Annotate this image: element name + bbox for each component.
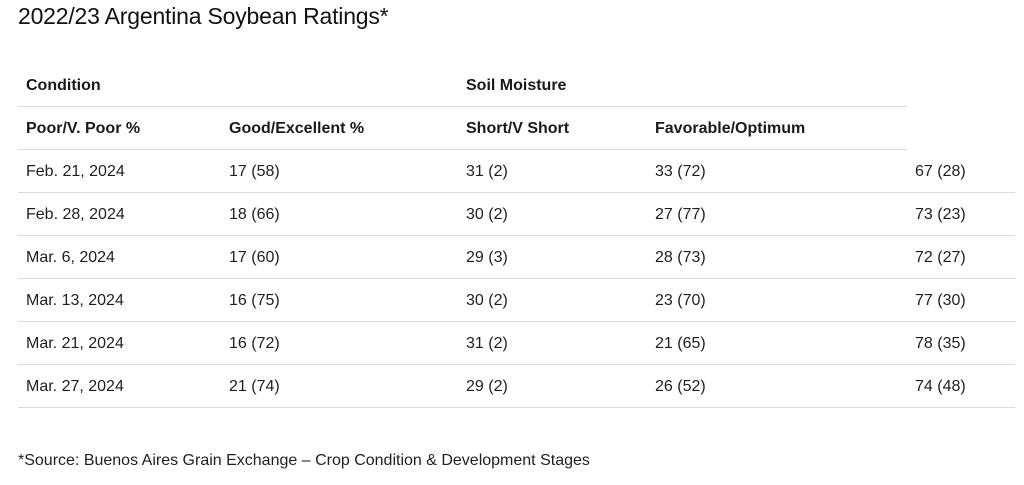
- row-value-cell: 18 (66): [229, 206, 280, 223]
- divider: [18, 192, 1015, 193]
- row-value-cell: 27 (77): [655, 206, 706, 223]
- group-header-row: Condition Soil Moisture: [18, 64, 1015, 107]
- row-date-cell: Feb. 28, 2024: [26, 206, 125, 223]
- row-value-cell: 67 (28): [915, 163, 966, 180]
- row-value-cell: 33 (72): [655, 163, 706, 180]
- row-value-cell: 16 (75): [229, 292, 280, 309]
- row-value-cell: 73 (23): [915, 206, 966, 223]
- table-row: Mar. 21, 2024 16 (72) 31 (2) 21 (65) 78 (35): [18, 322, 1015, 365]
- column-header: Good/Excellent %: [229, 120, 365, 137]
- row-value-cell: 72 (27): [915, 249, 966, 266]
- row-value-cell: 21 (65): [655, 335, 706, 352]
- row-value-cell: 17 (58): [229, 163, 280, 180]
- divider: [18, 278, 1015, 279]
- row-value-cell: 74 (48): [915, 378, 966, 395]
- row-value-cell: 31 (2): [466, 163, 508, 180]
- divider: [18, 106, 907, 107]
- row-value-cell: 77 (30): [915, 292, 966, 309]
- divider: [18, 235, 1015, 236]
- group-header-soil-moisture: Soil Moisture: [466, 77, 567, 94]
- divider: [18, 407, 1015, 408]
- row-date-cell: Mar. 13, 2024: [26, 292, 124, 309]
- row-value-cell: 21 (74): [229, 378, 280, 395]
- group-header-condition: Condition: [26, 77, 101, 94]
- divider: [18, 321, 1015, 322]
- row-value-cell: 26 (52): [655, 378, 706, 395]
- table-row: Mar. 6, 2024 17 (60) 29 (3) 28 (73) 72 (27): [18, 236, 1015, 279]
- row-date-cell: Feb. 21, 2024: [26, 163, 125, 180]
- row-value-cell: 28 (73): [655, 249, 706, 266]
- divider: [18, 364, 1015, 365]
- row-value-cell: 23 (70): [655, 292, 706, 309]
- row-value-cell: 29 (3): [466, 249, 508, 266]
- row-value-cell: 30 (2): [466, 292, 508, 309]
- column-header: Poor/V. Poor %: [26, 120, 141, 137]
- table-row: Mar. 27, 2024 21 (74) 29 (2) 26 (52) 74 (48): [18, 365, 1015, 408]
- column-header: Short/V Short: [466, 120, 570, 137]
- row-value-cell: 31 (2): [466, 335, 508, 352]
- column-header-row: Poor/V. Poor % Good/Excellent % Short/V …: [18, 107, 1015, 150]
- row-value-cell: 17 (60): [229, 249, 280, 266]
- row-value-cell: 29 (2): [466, 378, 508, 395]
- row-date-cell: Mar. 6, 2024: [26, 249, 115, 266]
- row-value-cell: 78 (35): [915, 335, 966, 352]
- table-body: Feb. 21, 2024 17 (58) 31 (2) 33 (72) 67 (28)…: [18, 150, 1015, 408]
- row-value-cell: 30 (2): [466, 206, 508, 223]
- table-row: Feb. 21, 2024 17 (58) 31 (2) 33 (72) 67 (28): [18, 150, 1015, 193]
- table-row: Feb. 28, 2024 18 (66) 30 (2) 27 (77) 73 (23): [18, 193, 1015, 236]
- row-date-cell: Mar. 21, 2024: [26, 335, 124, 352]
- source-note: *Source: Buenos Aires Grain Exchange – C…: [18, 452, 590, 469]
- page-title: 2022/23 Argentina Soybean Ratings*: [18, 3, 389, 29]
- table-row: Mar. 13, 2024 16 (75) 30 (2) 23 (70) 77 (30): [18, 279, 1015, 322]
- divider: [18, 149, 907, 150]
- row-value-cell: 16 (72): [229, 335, 280, 352]
- column-header: Favorable/Optimum: [655, 120, 806, 137]
- ratings-table: Condition Soil Moisture Poor/V. Poor % G…: [18, 64, 1015, 408]
- row-date-cell: Mar. 27, 2024: [26, 378, 124, 395]
